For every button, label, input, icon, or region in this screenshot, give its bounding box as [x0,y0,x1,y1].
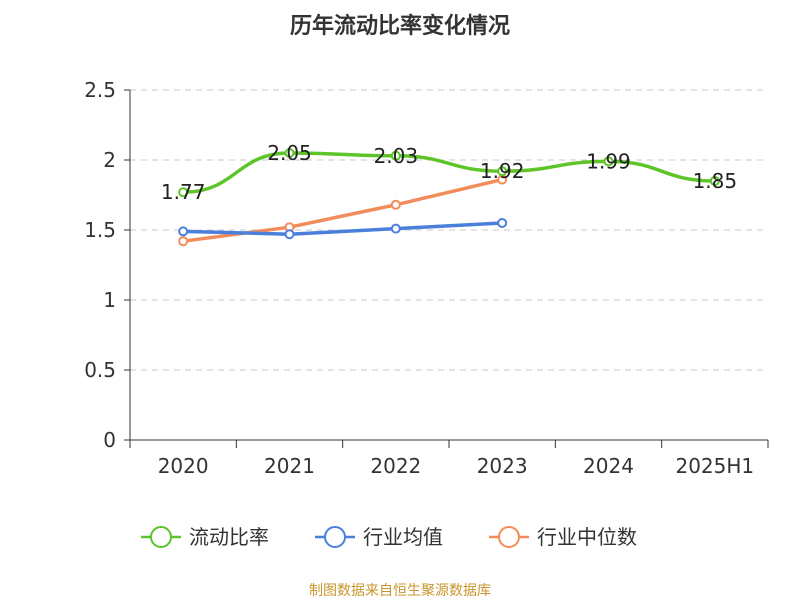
grid-lines [130,89,768,371]
x-tick-label: 2022 [370,454,421,478]
data-point [178,236,189,247]
data-point [709,176,720,186]
legend-label: 行业中位数 [537,525,637,549]
legend-marker [150,526,172,548]
legend-item[interactable]: 流动比率 [141,525,269,549]
legend-item[interactable]: 行业中位数 [489,525,637,549]
data-label: 2.03 [374,144,419,168]
data-point [284,148,295,158]
y-tick-label: 0.5 [84,358,116,382]
data-label: 1.85 [693,169,738,193]
data-point [178,226,189,237]
source-note: 制图数据来自恒生聚源数据库 [309,583,491,599]
legend: 流动比率 行业均值 行业中位数 [141,525,637,549]
y-tick-label: 1.5 [84,218,116,242]
data-label: 1.99 [586,149,631,173]
data-point [603,156,614,167]
x-tick-label: 2024 [583,454,634,478]
legend-label: 行业均值 [363,525,443,549]
x-tick-label: 2021 [264,454,315,478]
legend-item[interactable]: 行业均值 [315,525,443,549]
legend-label: 流动比率 [189,525,269,549]
chart-title: 历年流动比率变化情况 [290,13,510,39]
y-tick-label: 2.5 [84,78,116,102]
y-tick-label: 1 [103,288,116,312]
data-label: 1.92 [480,159,525,183]
series-line [181,151,717,194]
data-point [390,150,401,161]
x-tick-label: 2025H1 [675,454,754,478]
y-tick-label: 0 [103,428,116,452]
data-label: 1.77 [161,180,206,204]
data-labels: 1.77 2.05 2.03 1.92 1.99 1.85 [161,141,737,204]
y-tick-label: 2 [103,148,116,172]
data-point [497,166,508,177]
data-point [178,187,189,198]
axes: 0 0.5 1 1.5 2 2.5 2020 2021 2022 2023 2024 2025H1 [84,78,769,478]
x-tick-label: 2020 [158,454,209,478]
data-point [390,223,401,234]
series-lines [178,148,720,247]
legend-marker [498,526,520,548]
x-tick-label: 2023 [477,454,528,478]
data-point [284,229,295,240]
data-point [390,199,401,210]
data-point [497,218,508,228]
series-line [181,221,504,236]
legend-marker [324,526,346,548]
data-label: 2.05 [267,141,312,165]
